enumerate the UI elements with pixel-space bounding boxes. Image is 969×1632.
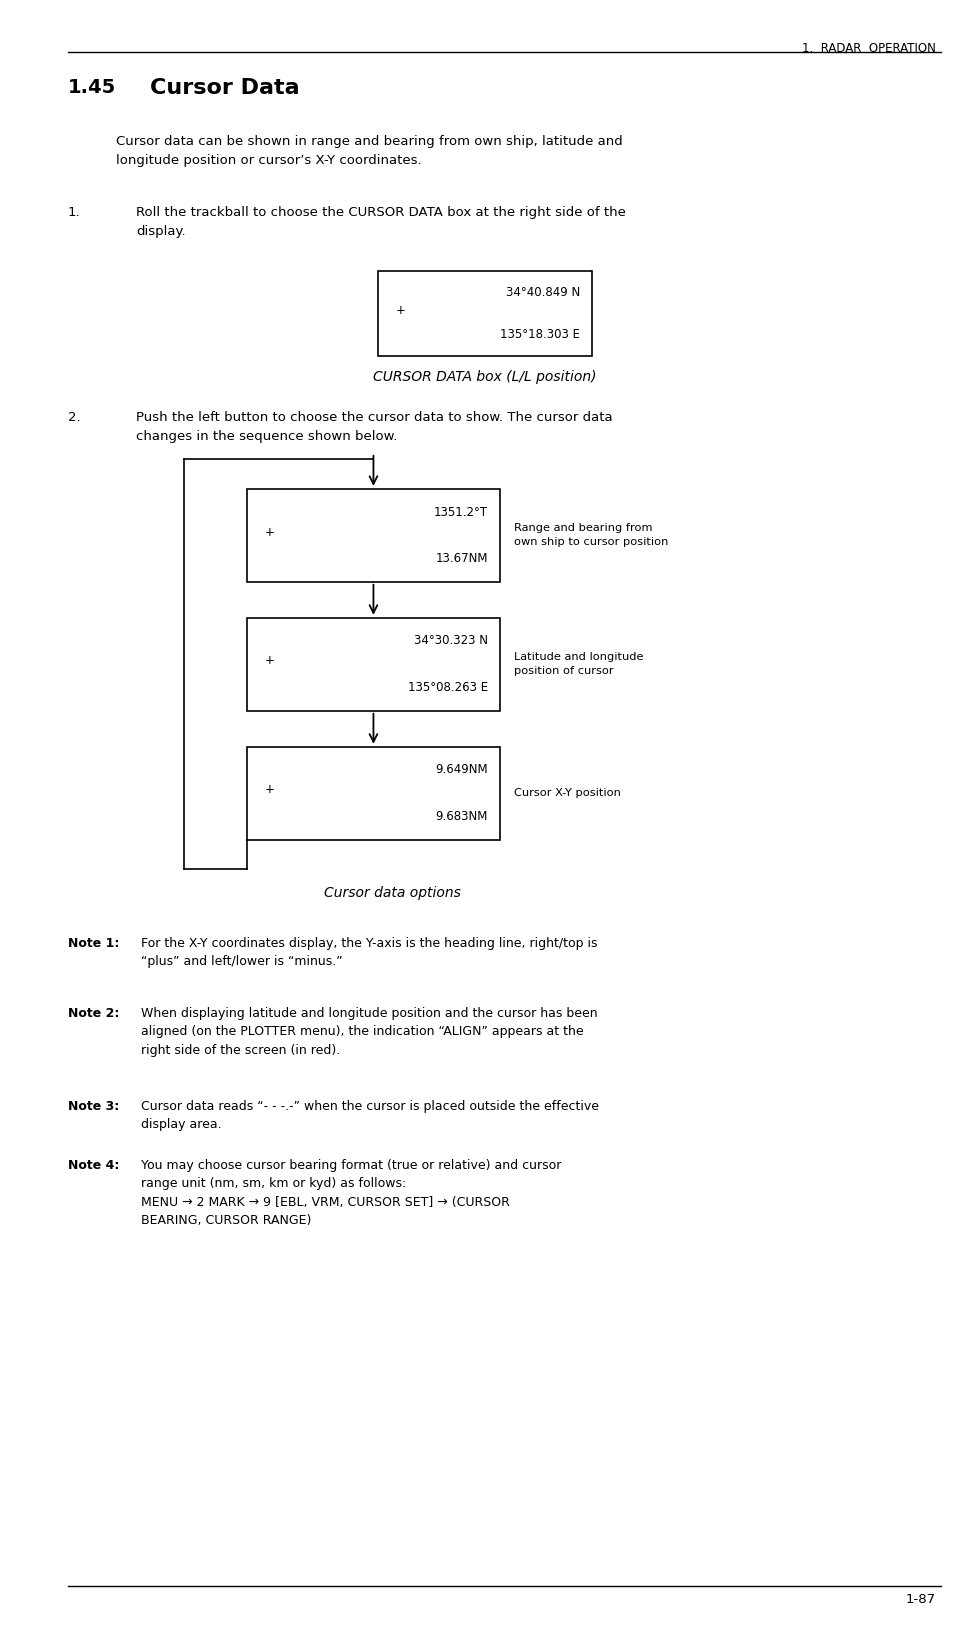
Text: Note 2:: Note 2: [68,1007,119,1020]
Text: +: + [395,304,405,317]
Text: 135°08.263 E: 135°08.263 E [407,681,487,694]
FancyBboxPatch shape [247,490,499,583]
Text: CURSOR DATA box (L/L position): CURSOR DATA box (L/L position) [373,370,596,385]
Text: Note 1:: Note 1: [68,937,119,950]
Text: For the X-Y coordinates display, the Y-axis is the heading line, right/top is
“p: For the X-Y coordinates display, the Y-a… [141,937,597,968]
Text: 2.: 2. [68,411,80,424]
Text: Cursor data options: Cursor data options [324,886,461,901]
Text: 9.649NM: 9.649NM [435,764,487,777]
Text: 1351.2°T: 1351.2°T [433,506,487,519]
Text: 1.  RADAR  OPERATION: 1. RADAR OPERATION [801,42,935,55]
Text: Note 3:: Note 3: [68,1100,119,1113]
Text: 13.67NM: 13.67NM [435,552,487,565]
Text: Cursor data reads “- - -.-” when the cursor is placed outside the effective
disp: Cursor data reads “- - -.-” when the cur… [141,1100,598,1131]
Text: 1.45: 1.45 [68,78,116,98]
Text: Latitude and longitude
position of cursor: Latitude and longitude position of curso… [514,653,643,676]
Text: You may choose cursor bearing format (true or relative) and cursor
range unit (n: You may choose cursor bearing format (tr… [141,1159,560,1227]
Text: 34°30.323 N: 34°30.323 N [414,635,487,648]
Text: 1-87: 1-87 [905,1593,935,1606]
Text: Cursor X-Y position: Cursor X-Y position [514,788,620,798]
Text: When displaying latitude and longitude position and the cursor has been
aligned : When displaying latitude and longitude p… [141,1007,597,1058]
FancyBboxPatch shape [378,271,591,356]
Text: Range and bearing from
own ship to cursor position: Range and bearing from own ship to curso… [514,524,668,547]
Text: +: + [265,783,274,796]
Text: 9.683NM: 9.683NM [435,809,487,823]
Text: Roll the trackball to choose the CURSOR DATA box at the right side of the
displa: Roll the trackball to choose the CURSOR … [136,206,625,238]
Text: Push the left button to choose the cursor data to show. The cursor data
changes : Push the left button to choose the curso… [136,411,611,444]
Text: +: + [265,654,274,667]
Text: +: + [265,526,274,539]
Text: Cursor data can be shown in range and bearing from own ship, latitude and
longit: Cursor data can be shown in range and be… [116,135,622,168]
Text: 34°40.849 N: 34°40.849 N [505,286,579,299]
FancyBboxPatch shape [247,617,499,712]
Text: Cursor Data: Cursor Data [150,78,299,98]
Text: 1.: 1. [68,206,80,219]
Text: 135°18.303 E: 135°18.303 E [500,328,579,341]
Text: Note 4:: Note 4: [68,1159,119,1172]
FancyBboxPatch shape [247,747,499,839]
